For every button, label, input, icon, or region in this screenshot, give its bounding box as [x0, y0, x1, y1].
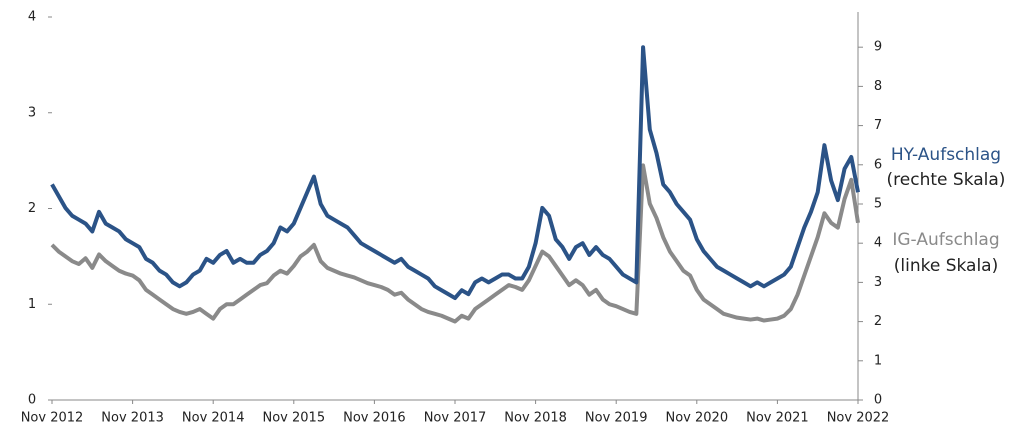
x-tick-label: Nov 2021 — [746, 411, 809, 426]
y-tick-label: 4 — [28, 10, 36, 25]
y-tick-label: 3 — [28, 105, 36, 120]
y2-tick-label: 7 — [874, 118, 882, 133]
y2-tick-label: 5 — [874, 196, 882, 211]
x-tick-label: Nov 2015 — [263, 411, 326, 426]
x-tick-label: Nov 2014 — [182, 411, 245, 426]
x-tick-label: Nov 2017 — [424, 411, 487, 426]
y2-tick-label: 2 — [874, 314, 882, 329]
y2-tick-label: 8 — [874, 79, 882, 94]
series-line — [50, 45, 860, 301]
x-tick-label: Nov 2022 — [827, 411, 890, 426]
legend-label: HY-Aufschlag — [891, 145, 1001, 165]
x-tick-label: Nov 2018 — [504, 411, 567, 426]
x-tick-label: Nov 2013 — [101, 411, 164, 426]
legend-note: (linke Skala) — [894, 256, 998, 276]
y2-tick-label: 9 — [874, 40, 882, 55]
y2-tick-label: 3 — [874, 275, 882, 290]
legend-note: (rechte Skala) — [887, 170, 1006, 190]
x-tick-label: Nov 2020 — [666, 411, 729, 426]
y2-tick-label: 0 — [874, 393, 882, 408]
x-tick-label: Nov 2016 — [343, 411, 406, 426]
y-tick-label: 2 — [28, 201, 36, 216]
y2-tick-label: 6 — [874, 157, 882, 172]
y-tick-label: 0 — [28, 393, 36, 408]
x-tick-label: Nov 2012 — [21, 411, 84, 426]
series-line — [50, 163, 860, 324]
y2-tick-label: 1 — [874, 353, 882, 368]
y-tick-label: 1 — [28, 297, 36, 312]
x-tick-label: Nov 2019 — [585, 411, 648, 426]
legend-label: IG-Aufschlag — [892, 230, 999, 250]
y2-tick-label: 4 — [874, 236, 882, 251]
